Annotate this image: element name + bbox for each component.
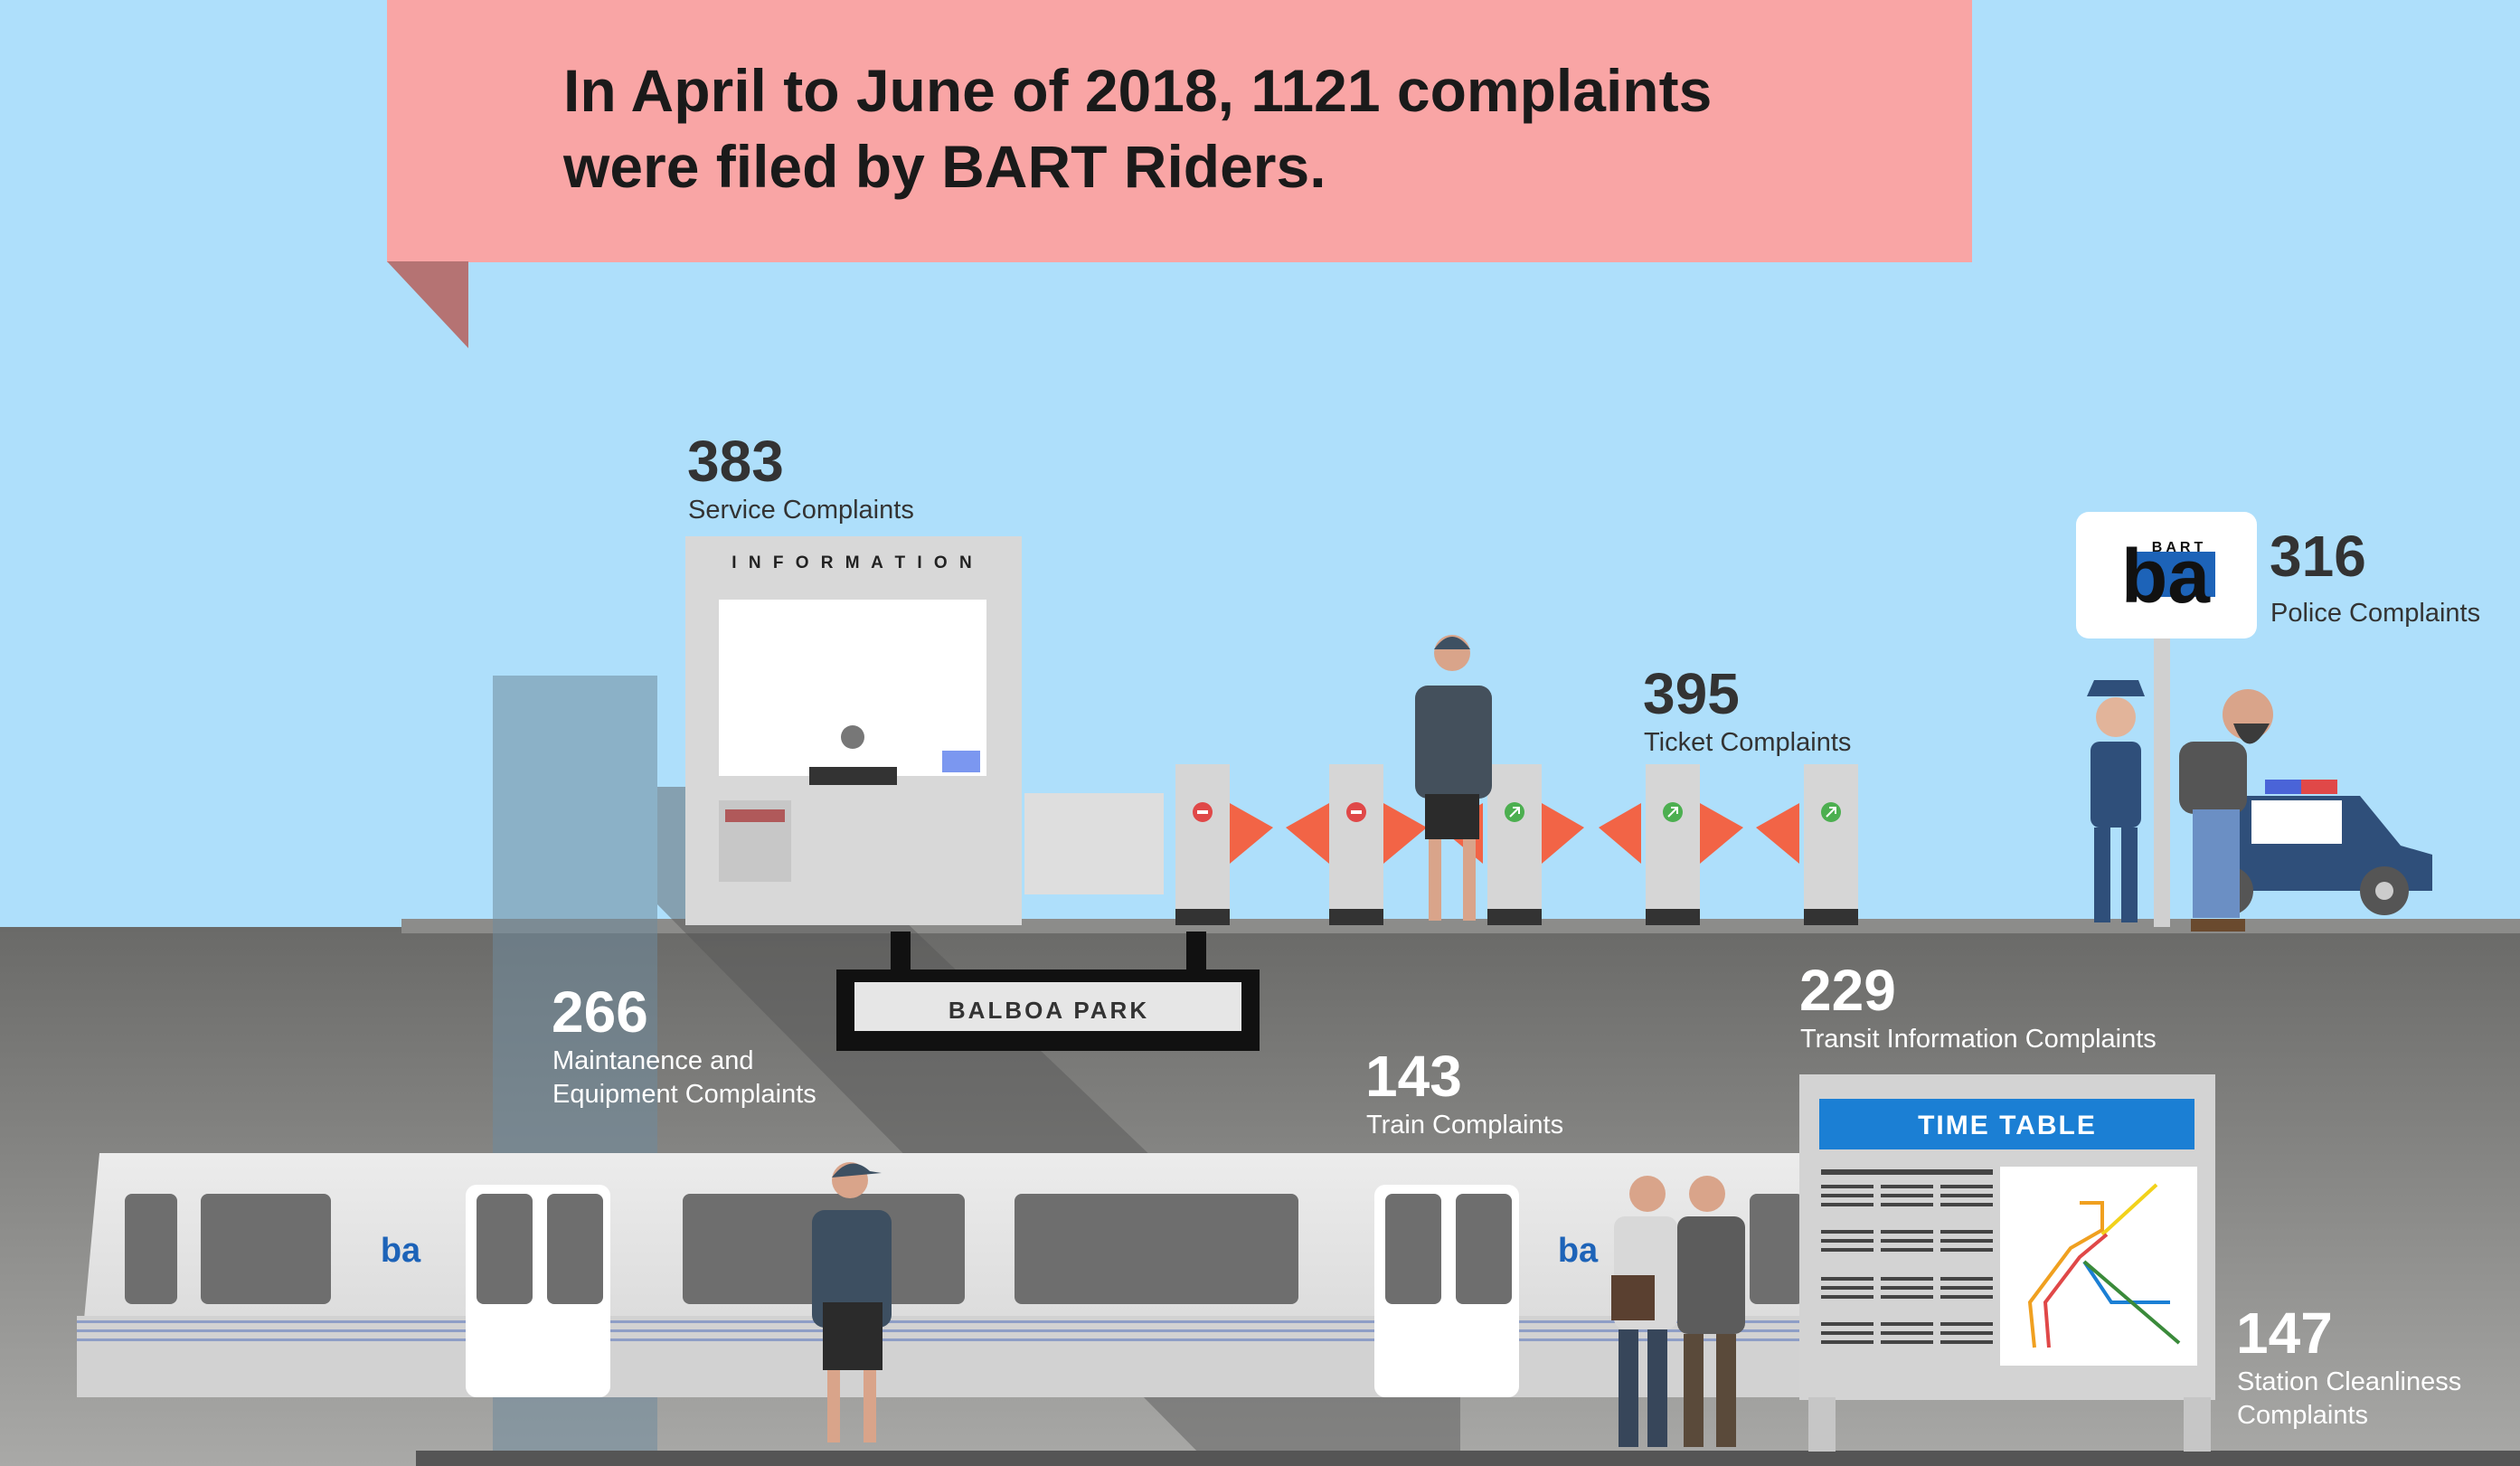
station-name: BALBOA PARK — [949, 997, 1149, 1024]
timetable-rows — [1821, 1169, 1993, 1344]
police-complaints-value: 316 — [2270, 524, 2366, 589]
transit-info-complaints-value: 229 — [1799, 958, 1896, 1023]
bart-logo-icon: ba — [2121, 534, 2211, 619]
arrow-go-icon — [1505, 802, 1841, 822]
train-logo-icon-2: ba — [1558, 1232, 1599, 1270]
maintenance-complaints-value: 266 — [552, 979, 648, 1045]
banner-fold — [387, 261, 468, 348]
police-complaints-label: Police Complaints — [2270, 599, 2481, 628]
ticket-counter — [1024, 793, 1164, 894]
maintenance-complaints-label: Maintanence and Equipment Complaints — [552, 1046, 816, 1109]
cleanliness-complaints-value: 147 — [2236, 1300, 2333, 1366]
information-sign: I N F O R M A T I O N — [731, 553, 975, 572]
fare-gates — [1175, 764, 1858, 925]
train-complaints-label: Train Complaints — [1366, 1111, 1564, 1140]
police-officer — [2087, 680, 2145, 922]
timetable-title: TIME TABLE — [1918, 1111, 2097, 1140]
train-complaints-value: 143 — [1365, 1044, 1462, 1109]
detained-person — [2179, 689, 2273, 932]
route-map-icon — [2027, 1183, 2181, 1348]
ticket-complaints-value: 395 — [1643, 661, 1740, 726]
transit-info-complaints-label: Transit Information Complaints — [1800, 1025, 2157, 1054]
train — [77, 1153, 1804, 1397]
platform-floor — [416, 1451, 2520, 1466]
bart-word: BART — [2152, 540, 2206, 555]
no-entry-icon — [1193, 802, 1366, 822]
headline-text: In April to June of 2018, 1121 complaint… — [563, 57, 1713, 200]
station-sign — [836, 932, 1260, 1051]
cleanliness-complaints-label: Station Cleanliness Complaints — [2237, 1367, 2462, 1430]
headline-banner: In April to June of 2018, 1121 complaint… — [387, 0, 1972, 262]
rider-on-platform — [812, 1162, 892, 1442]
rider-at-gates — [1415, 635, 1492, 921]
information-booth — [685, 536, 1022, 925]
ticket-complaints-label: Ticket Complaints — [1644, 728, 1852, 757]
bart-logo-sign — [2076, 512, 2257, 927]
timetable-board — [1799, 1074, 2215, 1452]
waiting-couple — [1611, 1176, 1745, 1447]
train-logo-icon: ba — [381, 1232, 421, 1270]
service-complaints-label: Service Complaints — [688, 496, 914, 525]
service-complaints-value: 383 — [687, 429, 784, 494]
